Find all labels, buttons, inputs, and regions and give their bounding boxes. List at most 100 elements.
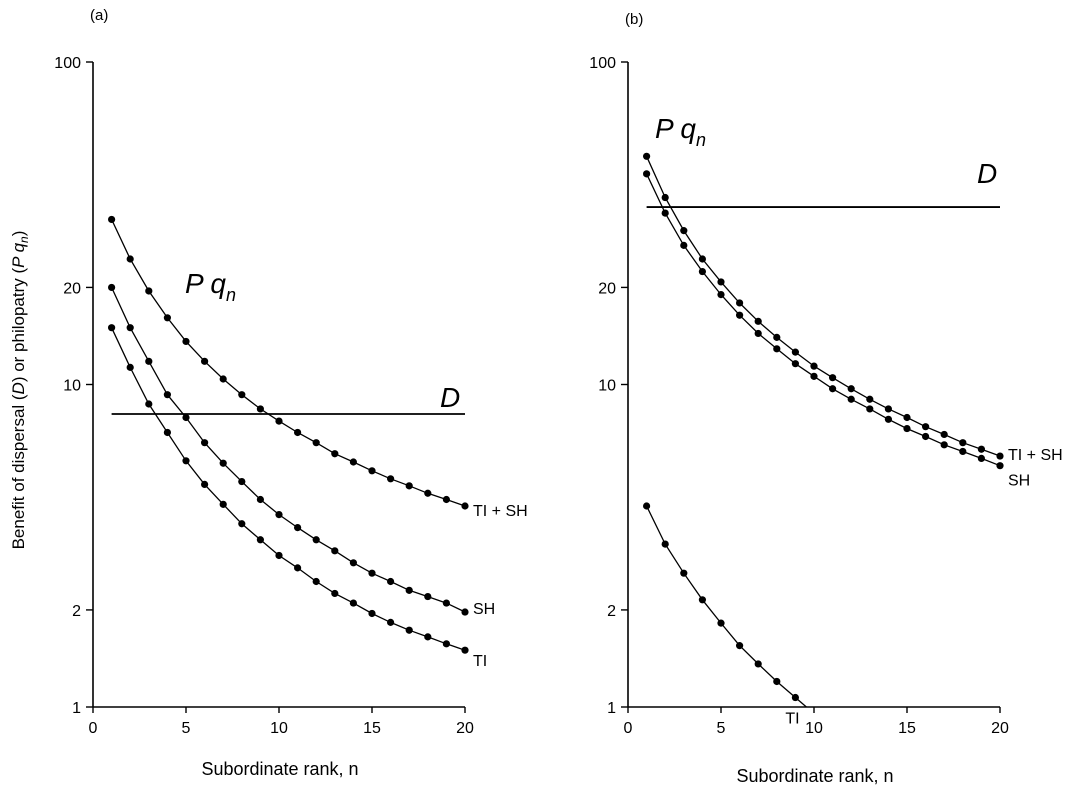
- data-point-ti: [163, 428, 171, 437]
- data-point-sh: [717, 291, 725, 299]
- series-line-ti-sh: [646, 156, 1001, 457]
- data-point-ti: [182, 457, 190, 465]
- data-point-ti-sh: [405, 482, 413, 490]
- data-point-ti: [294, 564, 302, 572]
- data-point-sh: [331, 547, 339, 555]
- data-point-ti-sh: [256, 405, 264, 413]
- y-tick-label: 100: [54, 55, 81, 72]
- data-point-sh: [182, 413, 190, 422]
- data-point-ti-sh: [866, 395, 874, 403]
- data-point-ti: [643, 502, 651, 510]
- data-point-ti-sh: [754, 317, 762, 325]
- data-point-ti-sh: [145, 287, 153, 295]
- data-point-ti-sh: [331, 450, 339, 458]
- data-point-sh: [461, 608, 469, 616]
- data-point-ti-sh: [773, 333, 781, 341]
- x-tick-label: 10: [270, 720, 288, 737]
- data-point-ti: [219, 500, 227, 508]
- panel-a: (a) 0 5 10 15 20 1 2 10 20 100 D TI + SH SH TI P qn S…: [54, 7, 527, 779]
- data-point-sh: [847, 395, 855, 403]
- panel-a-x-axis-label: Subordinate rank, n: [201, 759, 358, 779]
- series-line-sh: [111, 287, 466, 613]
- data-point-ti-sh: [977, 445, 986, 453]
- y-tick-label: 2: [607, 603, 616, 620]
- data-point-ti-sh: [275, 417, 283, 425]
- data-point-ti: [349, 599, 357, 607]
- data-point-sh: [643, 170, 651, 178]
- y-tick-label: 100: [589, 55, 616, 72]
- panel-b-x-axis-label: Subordinate rank, n: [736, 766, 893, 786]
- dispersal-line-label: D: [977, 158, 997, 189]
- data-point-ti-sh: [461, 502, 469, 510]
- data-point-ti-sh: [312, 439, 320, 447]
- x-tick-label: 5: [717, 720, 726, 737]
- data-point-ti: [238, 520, 246, 528]
- y-tick-label: 2: [72, 603, 81, 620]
- y-tick-label: 20: [63, 280, 81, 297]
- y-tick-label: 10: [63, 378, 81, 395]
- data-point-sh: [754, 329, 762, 338]
- series-label-sh: SH: [1008, 473, 1030, 490]
- data-point-sh: [256, 495, 264, 504]
- data-point-ti-sh: [163, 314, 171, 322]
- y-tick-label: 10: [598, 378, 616, 395]
- data-point-ti: [256, 536, 264, 544]
- data-point-sh: [829, 385, 837, 393]
- panel-a-marks: D TI + SH SH TI P qn: [108, 215, 528, 670]
- data-point-ti-sh: [884, 405, 893, 413]
- y-tick-label: 20: [598, 280, 616, 297]
- data-point-sh: [126, 324, 134, 332]
- data-point-ti: [754, 660, 762, 668]
- data-point-sh: [903, 424, 911, 433]
- data-point-ti-sh: [442, 495, 450, 504]
- series-label-ti-sh: TI + SH: [1008, 447, 1063, 464]
- data-point-ti: [461, 646, 469, 654]
- data-point-ti-sh: [847, 385, 855, 393]
- x-tick-label: 20: [991, 720, 1009, 737]
- data-point-ti-sh: [349, 458, 357, 466]
- panel-b-marks: D TI + SH SH TI P qn: [643, 113, 1063, 728]
- y-axis-label: Benefit of dispersal (D) or philopatry (…: [9, 231, 31, 550]
- series-line-ti-sh: [111, 219, 466, 507]
- data-point-sh: [810, 372, 818, 380]
- y-tick-label: 1: [607, 700, 616, 717]
- data-point-ti-sh: [922, 423, 930, 431]
- data-point-ti: [736, 642, 744, 650]
- panel-a-label: (a): [90, 7, 108, 24]
- data-point-sh: [922, 432, 930, 441]
- x-tick-label: 5: [182, 720, 191, 737]
- dispersal-line-label: D: [440, 382, 460, 413]
- data-point-sh: [884, 415, 893, 423]
- data-point-sh: [959, 447, 967, 456]
- data-point-ti-sh: [661, 193, 669, 202]
- data-point-ti-sh: [680, 227, 688, 235]
- data-point-ti-sh: [717, 278, 725, 286]
- panel-b-axes: 0 5 10 15 20 1 2 10 20 100: [589, 55, 1009, 737]
- data-point-ti: [368, 609, 376, 618]
- data-point-sh: [238, 477, 246, 486]
- data-point-ti-sh: [126, 255, 134, 263]
- data-point-ti-sh: [903, 413, 911, 422]
- data-point-sh: [680, 241, 688, 249]
- data-point-sh: [698, 267, 707, 276]
- data-point-ti: [387, 618, 395, 626]
- data-point-ti-sh: [643, 152, 651, 160]
- data-point-ti-sh: [810, 362, 818, 370]
- data-point-ti: [405, 626, 413, 634]
- data-point-sh: [773, 345, 781, 353]
- data-point-sh: [940, 441, 948, 449]
- data-point-ti: [126, 363, 134, 371]
- data-point-ti: [108, 324, 116, 332]
- data-point-ti-sh: [201, 357, 209, 365]
- data-point-sh: [387, 577, 395, 586]
- panel-b: (b) 0 5 10 15 20 1 2 10 20 100 D TI + SH SH TI P qn S…: [589, 11, 1062, 786]
- series-line-ti: [646, 505, 807, 708]
- data-point-ti: [145, 400, 153, 408]
- data-point-sh: [996, 462, 1004, 470]
- data-point-ti-sh: [238, 391, 246, 399]
- data-point-sh: [294, 523, 302, 532]
- data-point-ti-sh: [294, 428, 302, 437]
- x-tick-label: 15: [898, 720, 916, 737]
- data-point-ti: [424, 633, 432, 641]
- data-point-ti: [275, 551, 283, 560]
